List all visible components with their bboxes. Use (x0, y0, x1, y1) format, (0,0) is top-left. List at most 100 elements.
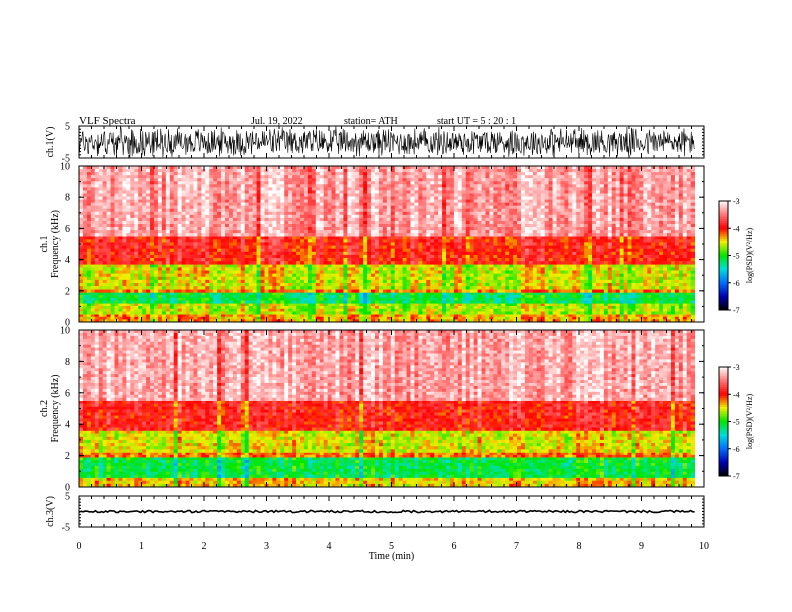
spectrogram-cell (217, 286, 222, 290)
spectrogram-cell (607, 236, 613, 240)
spectrogram-cell (355, 283, 360, 287)
spectrogram-cell (663, 314, 668, 318)
spectrogram-cell (485, 279, 490, 284)
spectrogram-cell (572, 295, 577, 299)
spectrogram-cell (446, 267, 451, 271)
spectrogram-cell (181, 279, 186, 284)
spectrogram-cell (118, 292, 123, 296)
spectrogram-cell (509, 166, 514, 170)
spectrogram-cell (315, 273, 321, 278)
spectrogram-cell (603, 239, 609, 243)
spectrogram-cell (86, 314, 92, 318)
spectrogram-cell (90, 239, 96, 243)
spectrogram-cell (114, 306, 119, 310)
spectrogram-cell (351, 169, 356, 173)
spectrogram-cell (517, 169, 522, 173)
spectrogram-cell (473, 306, 478, 310)
spectrogram-cell (86, 297, 92, 301)
spectrogram-cell (398, 264, 403, 268)
spectrogram-cell (225, 248, 230, 253)
spectrogram-cell (477, 297, 482, 301)
spectrogram-cell (299, 300, 305, 304)
spectrogram-cell (126, 258, 131, 262)
spectrogram-cell (572, 254, 577, 259)
spectrogram-cell (615, 267, 621, 271)
spectrogram-cell (280, 248, 285, 253)
spectrogram-cell (686, 283, 692, 287)
spectrogram-cell (86, 303, 92, 307)
spectrogram-cell (651, 295, 656, 299)
spectrogram-cell (493, 242, 498, 246)
spectrogram-cell (544, 169, 550, 173)
spectrogram-cell (161, 316, 167, 320)
spectrogram-cell (406, 254, 411, 259)
spectrogram-cell (228, 319, 234, 323)
spectrogram-cell (382, 267, 388, 271)
spectrogram-cell (524, 319, 530, 323)
spectrogram-cell (438, 258, 443, 262)
spectrogram-cell (449, 316, 455, 320)
spectrogram-cell (343, 316, 348, 320)
spectrogram-cell (434, 251, 439, 256)
spectrogram-cell (469, 300, 475, 304)
spectrogram-cell (572, 236, 577, 240)
spectrogram-cell (418, 311, 423, 315)
spectrogram-cell (623, 242, 628, 246)
spectrogram-cell (193, 289, 198, 293)
spectrogram-cell (118, 267, 123, 271)
spectrogram-cell (457, 289, 463, 293)
spectrogram-cell (296, 279, 301, 284)
spectrogram-cell (635, 270, 640, 274)
spectrogram-cell (307, 258, 313, 262)
spectrogram-cell (446, 258, 451, 262)
spectrogram-cell (674, 258, 680, 262)
spectrogram-cell (323, 273, 329, 278)
spectrogram-cell (390, 297, 396, 301)
spectrogram-cell (268, 316, 273, 320)
spectrogram-cell (177, 279, 183, 284)
spectrogram-cell (667, 308, 672, 312)
spectrogram-cell (236, 292, 242, 296)
spectrogram-cell (410, 166, 415, 170)
spectrogram-cell (414, 311, 419, 315)
spectrogram-cell (568, 251, 573, 256)
spectrogram-cell (327, 239, 332, 243)
spectrogram-cell (236, 319, 242, 323)
spectrogram-cell (473, 264, 478, 268)
spectrogram-cell (110, 319, 115, 323)
spectrogram-cell (292, 311, 297, 315)
spectrogram-cell (142, 258, 147, 262)
spectrogram-cell (402, 242, 407, 246)
spectrogram-cell (643, 308, 648, 312)
spectrogram-cell (438, 292, 443, 296)
spectrogram-cell (493, 245, 498, 249)
spectrogram-cell (173, 254, 179, 259)
spectrogram-cell (442, 308, 447, 312)
spectrogram-cell (213, 245, 218, 249)
spectrogram-cell (228, 289, 234, 293)
spectrogram-cell (406, 308, 411, 312)
spectrogram-cell (414, 258, 419, 262)
spectrogram-cell (142, 169, 147, 173)
spectrogram-cell (418, 295, 423, 299)
spectrogram-cell (232, 276, 238, 281)
spectrogram-cell (209, 248, 214, 253)
spectrogram-cell (548, 316, 553, 320)
spectrogram-cell (347, 286, 352, 290)
spectrogram-cell (355, 319, 360, 323)
spectrogram-cell (580, 276, 585, 281)
spectrogram-cell (580, 239, 585, 243)
spectrogram-cell (209, 245, 214, 249)
spectrogram-cell (118, 300, 123, 304)
spectrogram-cell (232, 236, 238, 240)
spectrogram-cell (536, 270, 542, 274)
spectrogram-cell (520, 297, 526, 301)
spectrogram-cell (331, 306, 336, 310)
spectrogram-cell (236, 276, 242, 281)
spectrogram-cell (248, 295, 254, 299)
spectrogram-cell (524, 236, 530, 240)
spectrogram-cell (153, 286, 159, 290)
spectrogram-cell (639, 300, 644, 304)
spectrogram-cell (284, 297, 289, 301)
spectrogram-cell (607, 283, 613, 287)
